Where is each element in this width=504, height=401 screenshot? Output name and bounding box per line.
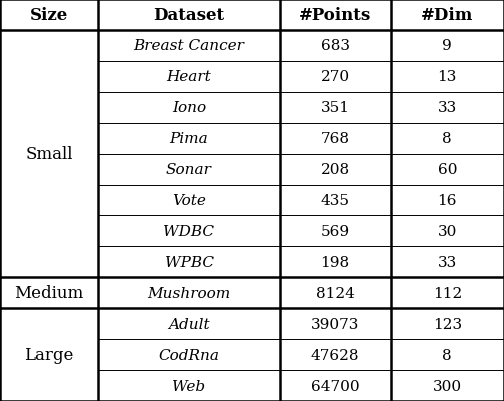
Text: Pima: Pima: [170, 132, 208, 146]
Text: 569: 569: [321, 225, 350, 238]
Text: 123: 123: [433, 317, 462, 331]
Text: 47628: 47628: [311, 348, 359, 362]
Text: Iono: Iono: [172, 101, 206, 115]
Text: 8: 8: [443, 132, 452, 146]
Text: 33: 33: [437, 255, 457, 269]
Text: 683: 683: [321, 39, 350, 53]
Text: Sonar: Sonar: [166, 163, 212, 176]
Text: 16: 16: [437, 194, 457, 207]
Text: Size: Size: [30, 7, 68, 24]
Text: 9: 9: [443, 39, 452, 53]
Text: Breast Cancer: Breast Cancer: [134, 39, 244, 53]
Text: 208: 208: [321, 163, 350, 176]
Text: 198: 198: [321, 255, 350, 269]
Text: Dataset: Dataset: [153, 7, 225, 24]
Text: 64700: 64700: [311, 379, 359, 393]
Text: Heart: Heart: [167, 70, 211, 84]
Text: 30: 30: [437, 225, 457, 238]
Text: WDBC: WDBC: [163, 225, 215, 238]
Text: 60: 60: [437, 163, 457, 176]
Text: Web: Web: [172, 379, 206, 393]
Text: Medium: Medium: [15, 285, 84, 302]
Text: WPBC: WPBC: [164, 255, 214, 269]
Text: Small: Small: [25, 146, 73, 163]
Text: 112: 112: [432, 286, 462, 300]
Text: 8124: 8124: [316, 286, 355, 300]
Text: 13: 13: [437, 70, 457, 84]
Text: 270: 270: [321, 70, 350, 84]
Text: Adult: Adult: [168, 317, 210, 331]
Text: #Points: #Points: [299, 7, 371, 24]
Text: Large: Large: [25, 346, 74, 363]
Text: Vote: Vote: [172, 194, 206, 207]
Text: 768: 768: [321, 132, 350, 146]
Text: 33: 33: [437, 101, 457, 115]
Text: 435: 435: [321, 194, 350, 207]
Text: 300: 300: [433, 379, 462, 393]
Text: 351: 351: [321, 101, 350, 115]
Text: #Dim: #Dim: [421, 7, 473, 24]
Text: CodRna: CodRna: [158, 348, 220, 362]
Text: 39073: 39073: [311, 317, 359, 331]
Text: Mushroom: Mushroom: [147, 286, 231, 300]
Text: 8: 8: [443, 348, 452, 362]
